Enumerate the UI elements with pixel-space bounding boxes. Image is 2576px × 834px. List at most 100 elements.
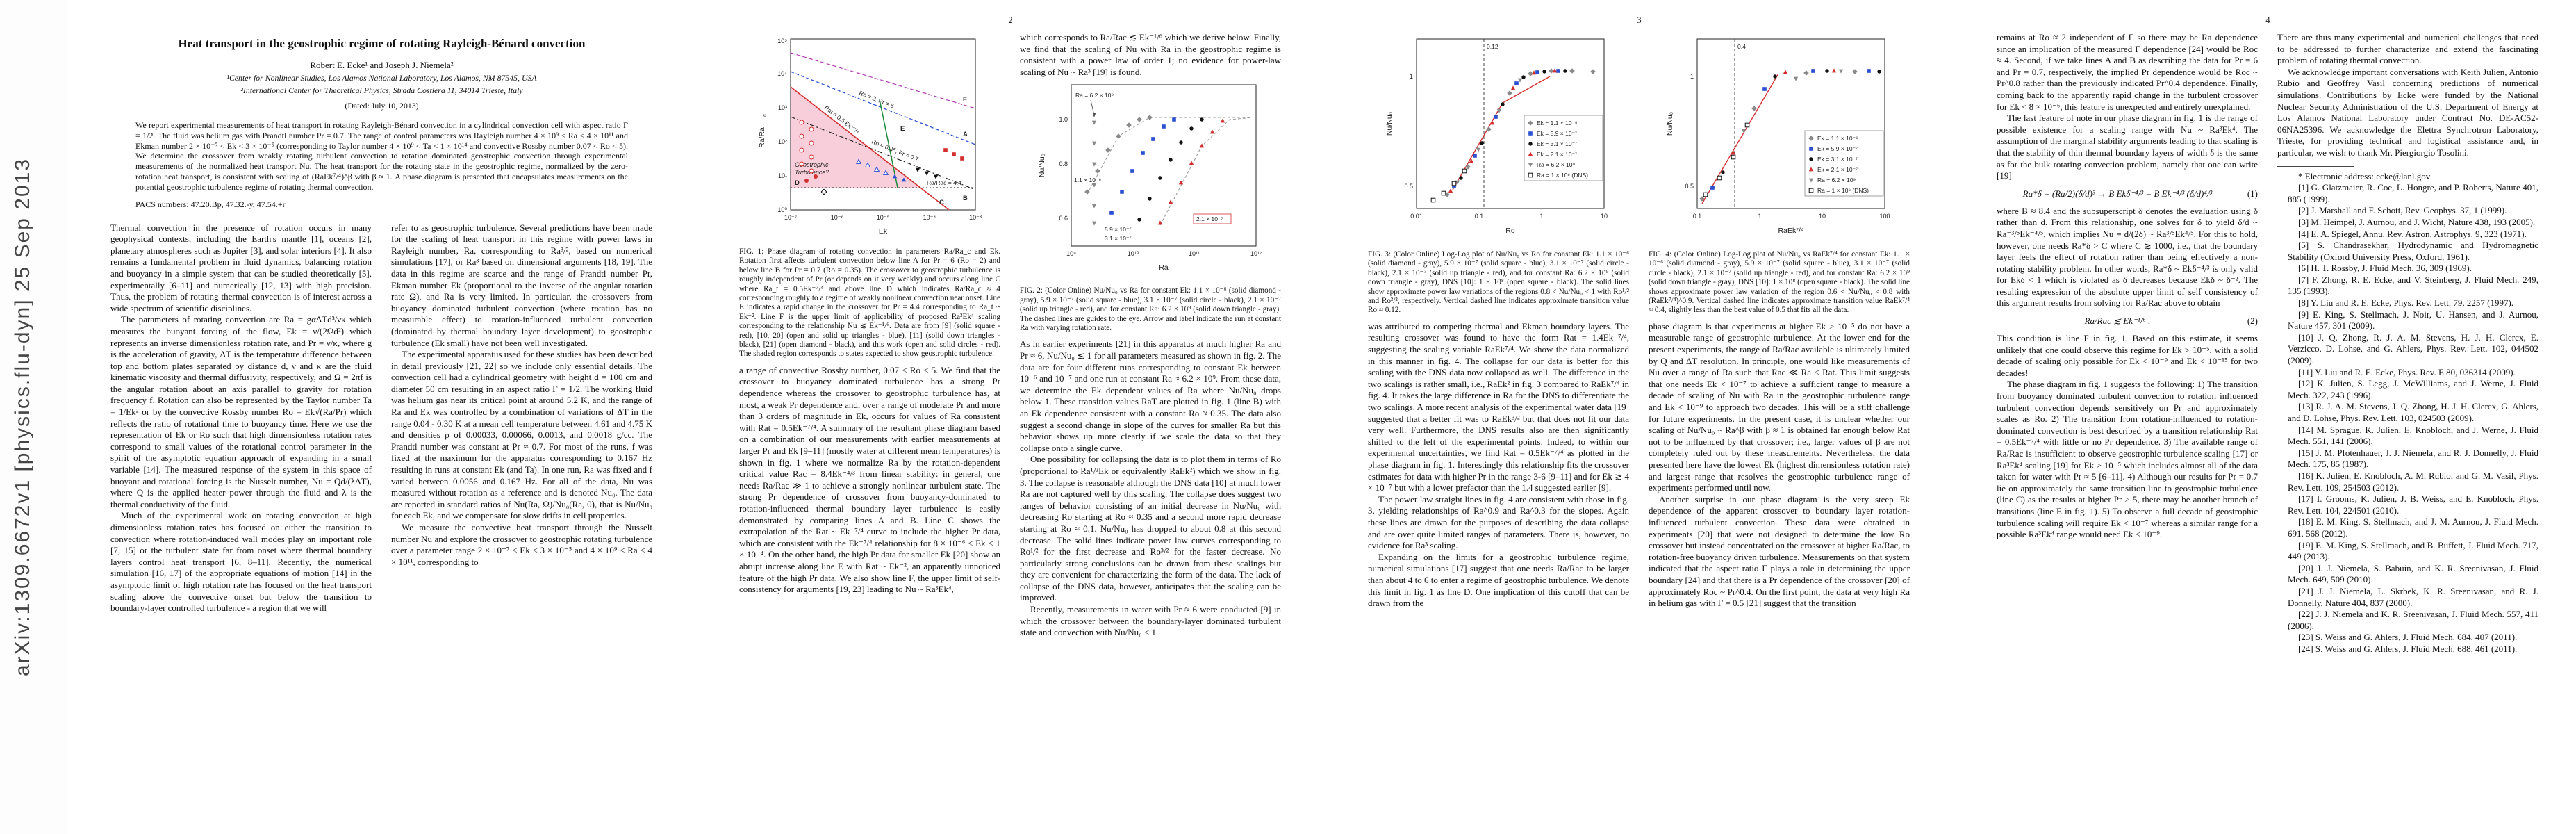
- reference-item: [22] J. J. Niemela and K. R. Sreenivasan…: [2288, 609, 2538, 631]
- svg-text:0.01: 0.01: [1410, 213, 1423, 220]
- svg-text:10: 10: [1819, 213, 1826, 220]
- svg-text:Ek = 5.9 × 10⁻⁷: Ek = 5.9 × 10⁻⁷: [1817, 145, 1858, 152]
- reference-item: [3] M. Heimpel, J. Aurnou, and J. Wicht,…: [2298, 216, 2536, 227]
- svg-text:10⁻⁴: 10⁻⁴: [923, 214, 936, 221]
- svg-text:Ra = 6.2 × 10⁹: Ra = 6.2 × 10⁹: [1075, 92, 1114, 99]
- svg-text:Nu/Nu₀: Nu/Nu₀: [1038, 154, 1046, 177]
- svg-text:Nu/Nu₀: Nu/Nu₀: [1666, 112, 1674, 136]
- svg-text:10¹⁰: 10¹⁰: [1128, 250, 1139, 257]
- svg-text:10²: 10²: [778, 138, 787, 145]
- svg-text:10³: 10³: [778, 104, 787, 111]
- svg-text:Ra: Ra: [1159, 263, 1169, 272]
- svg-text:Ek = 2.1 × 10⁻⁷: Ek = 2.1 × 10⁻⁷: [1537, 151, 1577, 158]
- svg-text:0.1: 0.1: [1693, 213, 1702, 220]
- paragraph: Much of the experimental work on rotatin…: [110, 510, 372, 614]
- svg-text:10: 10: [1601, 213, 1608, 220]
- svg-text:A: A: [963, 131, 968, 138]
- page-1: Heat transport in the geostrophic regime…: [67, 0, 696, 834]
- paragraph: Another surprise in our phase diagram is…: [1649, 493, 1910, 609]
- reference-item: [19] E. M. King, S. Stellmach, and B. Bu…: [2288, 539, 2538, 562]
- paper-header: Heat transport in the geostrophic regime…: [110, 0, 653, 210]
- paper-title: Heat transport in the geostrophic regime…: [178, 37, 586, 50]
- references: * Electronic address: ecke@lanl.gov [1] …: [2277, 165, 2538, 655]
- svg-text:Ek = 3.1 × 10⁻⁷: Ek = 3.1 × 10⁻⁷: [1537, 140, 1577, 147]
- reference-item: [8] Y. Liu and R. E. Ecke, Phys. Rev. Le…: [2298, 297, 2514, 309]
- page4-column-right: There are thus many experimental and num…: [2277, 32, 2538, 655]
- svg-text:Ek = 1.1 × 10⁻⁶: Ek = 1.1 × 10⁻⁶: [1537, 120, 1578, 126]
- svg-text:c: c: [761, 114, 768, 117]
- svg-text:Geostrophic: Geostrophic: [795, 161, 829, 168]
- reference-item: [20] J. J. Niemela, S. Babuin, and K. R.…: [2288, 562, 2538, 585]
- figure-4: 0.4: [1649, 33, 1910, 316]
- page2-column-left: A B C D E F Ro = 2, Pr = 6 Ro = 0.35, Pr…: [739, 32, 1000, 639]
- svg-text:0.1: 0.1: [1475, 213, 1484, 220]
- svg-text:0.8: 0.8: [1059, 161, 1068, 167]
- svg-text:1: 1: [1690, 73, 1694, 80]
- svg-text:1: 1: [1539, 213, 1543, 220]
- figure-2-caption: FIG. 2: (Color Online) Nu/Nu₀ vs Ra for …: [1020, 286, 1281, 332]
- page3-column-right: 0.4: [1649, 32, 1910, 610]
- equation-2: Ra/Rac ≲ Ek⁻¹/⁶ . (2): [1997, 316, 2258, 327]
- paragraph: The phase diagram in fig. 1 suggests the…: [1997, 379, 2258, 540]
- equation-1-number: (1): [2247, 188, 2258, 199]
- svg-text:10⁻⁶: 10⁻⁶: [831, 214, 844, 221]
- svg-text:Ro = 2, Pr = 6: Ro = 2, Pr = 6: [858, 90, 895, 110]
- figure-1-phase-diagram-plot: A B C D E F Ro = 2, Pr = 6 Ro = 0.35, Pr…: [758, 38, 982, 236]
- figure-3-rossby-plot: 0.12: [1385, 38, 1608, 235]
- figure-4-collapse-plot: 0.4: [1666, 38, 1890, 235]
- pacs-line: PACS numbers: 47.20.Bp, 47.32.-y, 47.54.…: [135, 199, 286, 209]
- svg-text:10⁻³: 10⁻³: [969, 214, 982, 221]
- page-number: 3: [1637, 15, 1642, 25]
- reference-item: [7] F. Zhong, R. E. Ecke, and V. Steinbe…: [2288, 274, 2538, 297]
- svg-text:10⁻⁷: 10⁻⁷: [784, 214, 797, 221]
- reference-item: [24] S. Weiss and G. Ahlers, J. Fluid Me…: [2298, 643, 2518, 654]
- svg-text:2.1 × 10⁻⁷: 2.1 × 10⁻⁷: [1196, 215, 1223, 222]
- paragraph: Recently, measurements in water with Pr …: [1020, 604, 1281, 638]
- paragraph: a range of convective Rossby number, 0.0…: [739, 364, 1000, 595]
- figure-1-caption: FIG. 1: Phase diagram of rotating convec…: [739, 247, 1000, 359]
- paragraph: The parameters of rotating convection ar…: [110, 314, 372, 509]
- page-2: 2 A B C D: [696, 0, 1325, 834]
- reference-item: [2] J. Marshall and F. Schott, Rev. Geop…: [2298, 205, 2507, 216]
- paragraph: As in earlier experiments [21] in this a…: [1020, 338, 1281, 453]
- figure-1: A B C D E F Ro = 2, Pr = 6 Ro = 0.35, Pr…: [739, 33, 1000, 359]
- reference-item: [12] K. Julien, S. Legg, J. McWilliams, …: [2288, 378, 2538, 400]
- svg-text:1.0: 1.0: [1059, 116, 1068, 123]
- footnote-rule: [2277, 165, 2354, 167]
- svg-text:0.4: 0.4: [1737, 43, 1746, 50]
- page-3: 3 0.12: [1325, 0, 1954, 834]
- reference-item: [1] G. Glatzmaier, R. Coe, L. Hongre, an…: [2288, 182, 2538, 204]
- reference-item: [23] S. Weiss and G. Ahlers, J. Fluid Me…: [2298, 632, 2518, 643]
- figure-2: Ra = 6.2 × 10⁹ 1.1 × 10⁻⁶ 5.9 × 10⁻⁷ 3.1…: [1020, 79, 1281, 333]
- svg-text:Ra = 6.2 × 10⁹: Ra = 6.2 × 10⁹: [1817, 177, 1856, 183]
- reference-item: [15] J. M. Pfotenhauer, J. J. Niemela, a…: [2288, 447, 2538, 470]
- footnote-corresponding-author: * Electronic address: ecke@lanl.gov: [2298, 170, 2431, 181]
- svg-text:1.1 × 10⁻⁶: 1.1 × 10⁻⁶: [1074, 177, 1101, 183]
- svg-text:RaEk⁷/⁴: RaEk⁷/⁴: [1778, 227, 1804, 235]
- svg-text:Ek = 5.9 × 10⁻⁷: Ek = 5.9 × 10⁻⁷: [1537, 130, 1577, 137]
- dated-line: (Dated: July 10, 2013): [345, 101, 419, 111]
- svg-text:Nu/Nu₀: Nu/Nu₀: [1385, 112, 1394, 136]
- svg-text:1: 1: [1758, 213, 1761, 220]
- svg-text:Ra/Rac = 4.4: Ra/Rac = 4.4: [927, 179, 961, 186]
- page4-column-left: remains at Ro ≈ 2 independent of Γ so th…: [1997, 32, 2258, 655]
- affiliation-2: ²International Center for Theoretical Ph…: [240, 85, 523, 95]
- figure-3: 0.12: [1368, 33, 1629, 316]
- paragraph: The experimental apparatus used for thes…: [391, 349, 652, 521]
- svg-text:100: 100: [1879, 213, 1890, 220]
- equation-2-number: (2): [2247, 316, 2258, 327]
- paragraph: There are thus many experimental and num…: [2277, 32, 2538, 66]
- paragraph: This condition is line F in fig. 1. Base…: [1997, 333, 2258, 378]
- reference-item: [14] M. Sprague, K. Julien, E. Knobloch,…: [2288, 424, 2538, 447]
- paragraph: The power law straight lines in fig. 4 a…: [1368, 493, 1629, 551]
- page1-column-left: Thermal convection in the presence of ro…: [110, 222, 372, 614]
- abstract: We report experimental measurements of h…: [135, 120, 628, 192]
- reference-item: [6] H. T. Rossby, J. Fluid Mech. 36, 309…: [2298, 263, 2472, 274]
- svg-text:0.5: 0.5: [1404, 183, 1413, 190]
- svg-text:Ek: Ek: [879, 227, 888, 236]
- svg-text:10⁹: 10⁹: [1066, 250, 1076, 257]
- svg-text:10⁴: 10⁴: [777, 70, 787, 77]
- arxiv-stamp: arXiv:1309.6672v1 [physics.flu-dyn] 25 S…: [11, 157, 34, 677]
- svg-text:10⁻⁵: 10⁻⁵: [877, 214, 890, 221]
- paragraph: which corresponds to Ra/Rac ≲ Ek⁻¹/⁶ whi…: [1020, 32, 1281, 77]
